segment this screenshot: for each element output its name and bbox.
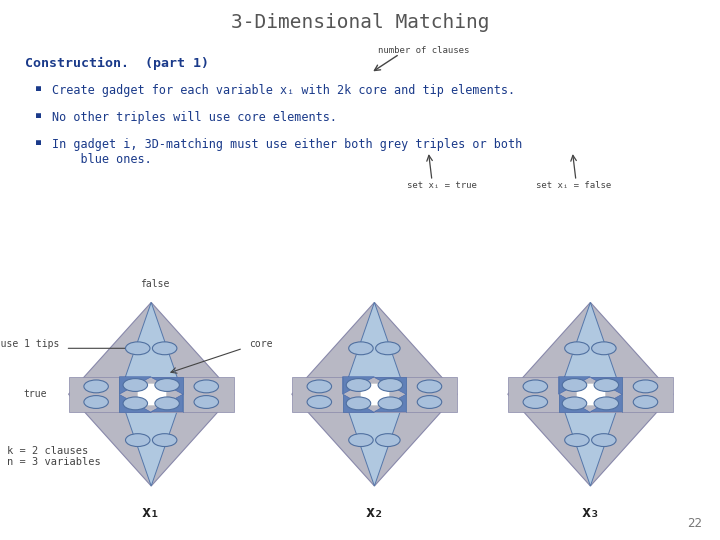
Ellipse shape	[123, 379, 148, 392]
Text: clause 1 tips: clause 1 tips	[0, 339, 59, 349]
Ellipse shape	[155, 379, 179, 392]
Ellipse shape	[562, 397, 587, 410]
Ellipse shape	[307, 396, 331, 408]
Text: set xᵢ = false: set xᵢ = false	[536, 181, 612, 190]
Bar	[137, 383, 166, 405]
Ellipse shape	[376, 342, 400, 355]
Ellipse shape	[634, 396, 658, 408]
Text: core: core	[249, 339, 273, 349]
Text: true: true	[24, 389, 47, 399]
Ellipse shape	[153, 434, 177, 447]
Ellipse shape	[155, 397, 179, 410]
Ellipse shape	[153, 342, 177, 355]
Ellipse shape	[194, 380, 219, 393]
Ellipse shape	[123, 397, 148, 410]
Text: In gadget i, 3D-matching must use either both grey triples or both
    blue ones: In gadget i, 3D-matching must use either…	[52, 138, 522, 166]
Text: Construction.  (part 1): Construction. (part 1)	[25, 57, 210, 70]
Text: ■: ■	[36, 138, 41, 147]
Polygon shape	[559, 394, 590, 411]
Text: ■: ■	[36, 111, 41, 120]
Polygon shape	[343, 377, 374, 394]
Polygon shape	[151, 394, 183, 411]
Ellipse shape	[594, 379, 618, 392]
Ellipse shape	[418, 380, 442, 393]
Ellipse shape	[562, 379, 587, 392]
Polygon shape	[374, 377, 406, 394]
Ellipse shape	[84, 380, 108, 393]
Text: No other triples will use core elements.: No other triples will use core elements.	[52, 111, 337, 124]
Text: k = 2 clauses
n = 3 variables: k = 2 clauses n = 3 variables	[7, 446, 101, 467]
Ellipse shape	[634, 380, 658, 393]
Ellipse shape	[307, 380, 331, 393]
Polygon shape	[343, 394, 374, 411]
Text: x₁: x₁	[142, 505, 161, 520]
Polygon shape	[590, 394, 622, 411]
Ellipse shape	[564, 434, 589, 447]
Ellipse shape	[378, 397, 402, 410]
Polygon shape	[292, 302, 457, 486]
Polygon shape	[120, 394, 151, 411]
Text: x₃: x₃	[581, 505, 600, 520]
Polygon shape	[68, 377, 234, 411]
Ellipse shape	[592, 434, 616, 447]
Polygon shape	[559, 377, 590, 394]
Polygon shape	[508, 377, 673, 411]
Polygon shape	[68, 302, 234, 486]
Bar	[360, 383, 389, 405]
Polygon shape	[508, 302, 673, 486]
Text: 3-Dimensional Matching: 3-Dimensional Matching	[230, 14, 490, 32]
Ellipse shape	[125, 434, 150, 447]
Text: x₂: x₂	[365, 505, 384, 520]
Ellipse shape	[594, 397, 618, 410]
Ellipse shape	[348, 434, 373, 447]
Polygon shape	[151, 377, 183, 394]
Text: 22: 22	[687, 517, 702, 530]
Ellipse shape	[348, 342, 373, 355]
Ellipse shape	[376, 434, 400, 447]
Ellipse shape	[125, 342, 150, 355]
Text: false: false	[140, 279, 169, 289]
Bar	[576, 383, 605, 405]
Ellipse shape	[346, 379, 371, 392]
Polygon shape	[292, 377, 457, 411]
Ellipse shape	[378, 379, 402, 392]
Text: Create gadget for each variable xᵢ with 2k core and tip elements.: Create gadget for each variable xᵢ with …	[52, 84, 515, 97]
Ellipse shape	[418, 396, 442, 408]
Ellipse shape	[194, 396, 219, 408]
Polygon shape	[120, 377, 151, 394]
Ellipse shape	[346, 397, 371, 410]
Ellipse shape	[564, 342, 589, 355]
Polygon shape	[374, 394, 406, 411]
Text: ■: ■	[36, 84, 41, 93]
Ellipse shape	[523, 396, 547, 408]
Ellipse shape	[84, 396, 108, 408]
Polygon shape	[120, 302, 183, 486]
Polygon shape	[343, 302, 406, 486]
Ellipse shape	[592, 342, 616, 355]
Text: number of clauses: number of clauses	[378, 46, 469, 55]
Ellipse shape	[523, 380, 547, 393]
Polygon shape	[590, 377, 622, 394]
Text: set xᵢ = true: set xᵢ = true	[407, 181, 477, 190]
Polygon shape	[559, 302, 622, 486]
